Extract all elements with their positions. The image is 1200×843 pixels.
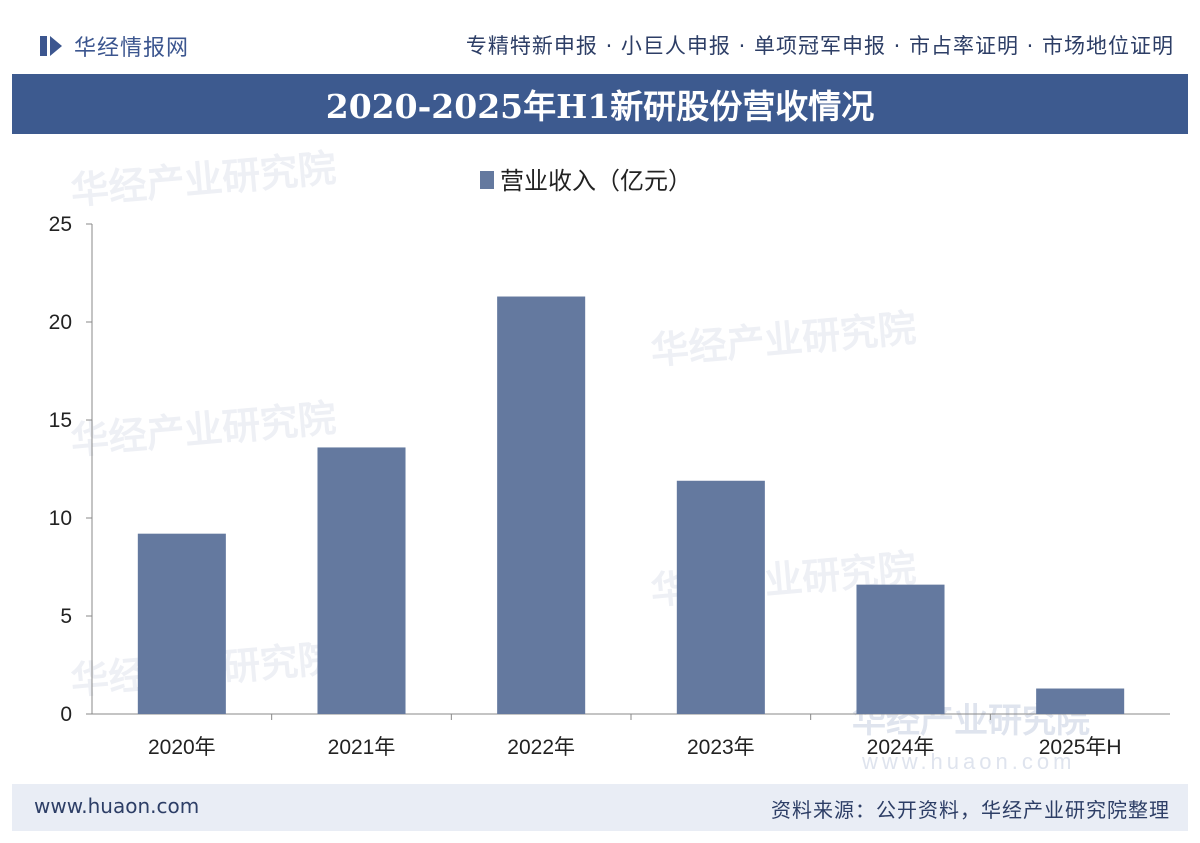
y-tick-label: 25 <box>49 213 72 236</box>
y-tick-label: 15 <box>49 409 72 432</box>
bar-2 <box>317 447 406 714</box>
watermark-text: 华经产业研究院 <box>649 308 918 373</box>
chart-bars <box>137 296 1125 714</box>
footer: www.huaon.com 资料来源：公开资料，华经产业研究院整理 <box>12 784 1188 831</box>
x-tick-label: 2022年 <box>507 736 575 759</box>
x-tick-label: 2020年 <box>148 736 216 759</box>
bar-3 <box>497 296 586 714</box>
service-tagline: 专精特新申报 · 小巨人申报 · 单项冠军申报 · 市占率证明 · 市场地位证明 <box>465 34 1174 58</box>
x-tick-label: 2025年H <box>1039 736 1122 759</box>
chart-axes <box>86 223 1170 720</box>
y-tick-label: 5 <box>60 605 72 628</box>
x-tick-label: 2023年 <box>687 736 755 759</box>
watermark-url: www.huaon.com <box>861 749 1075 774</box>
x-tick-label: 2024年 <box>867 736 935 759</box>
watermark-text: 华经产业研究院 <box>69 148 338 213</box>
website-link[interactable]: www.huaon.com <box>34 794 200 818</box>
y-tick-label: 10 <box>49 507 72 530</box>
logo[interactable]: 华经情报网 <box>40 30 189 62</box>
y-tick-label: 20 <box>49 311 72 334</box>
chart-legend: 营业收入（亿元） <box>480 168 692 195</box>
bar-5 <box>856 584 945 714</box>
bar-4 <box>676 480 765 714</box>
chart-area: 华经产业研究院华经产业研究院华经产业研究院华经产业研究院华经产业研究院华经产业研… <box>12 134 1188 784</box>
bar-1 <box>137 533 226 714</box>
y-tick-label: 0 <box>60 703 72 726</box>
chart-title: 2020-2025年H1新研股份营收情况 <box>325 87 875 126</box>
chart-ticks: 0 5 10 15 20 25 2020年 2021年 2022年 2023年 2024年 2025年… <box>49 213 1122 759</box>
legend-swatch <box>480 171 494 189</box>
top-bar <box>12 12 1188 74</box>
title-band: 2020-2025年H1新研股份营收情况 <box>12 74 1188 134</box>
data-source: 资料来源：公开资料，华经产业研究院整理 <box>771 798 1170 822</box>
bar-6 <box>1036 688 1125 714</box>
x-tick-label: 2021年 <box>328 736 396 759</box>
legend-label: 营业收入（亿元） <box>500 168 692 195</box>
watermark-text: 华经产业研究院 <box>69 398 338 463</box>
bar-chart: 华经产业研究院华经产业研究院华经产业研究院华经产业研究院华经产业研究院华经产业研… <box>49 148 1170 774</box>
logo-text: 华经情报网 <box>74 36 190 61</box>
logo-icon <box>40 34 64 58</box>
